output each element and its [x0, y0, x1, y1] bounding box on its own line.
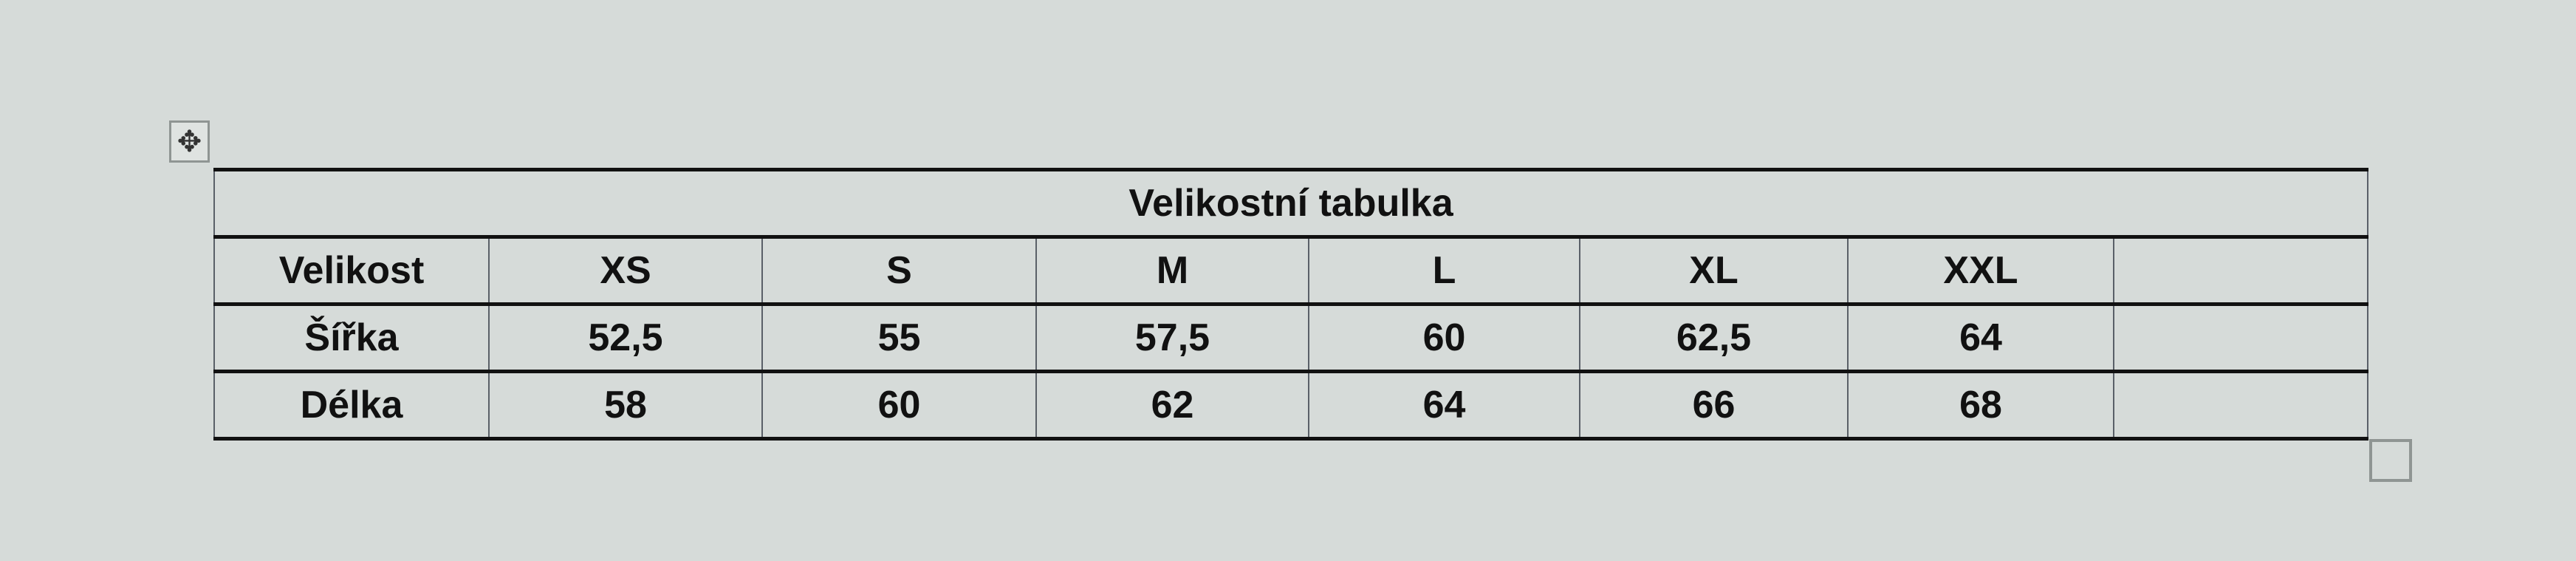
header-cell: [2113, 236, 2368, 305]
header-cell: M: [1035, 236, 1309, 305]
row-label: Délka: [213, 370, 490, 440]
header-cell: L: [1308, 236, 1580, 305]
table-title-row: Velikostní tabulka: [213, 169, 2368, 238]
cell: [2113, 303, 2368, 373]
cell: 64: [1847, 303, 2114, 373]
cell: 62,5: [1579, 303, 1849, 373]
cell: [2113, 370, 2368, 440]
table-header-row: Velikost XS S M L XL XXL: [213, 236, 2368, 305]
cell: 58: [488, 370, 763, 440]
header-cell: XXL: [1847, 236, 2114, 305]
table-row: Šířka 52,5 55 57,5 60 62,5 64: [213, 303, 2368, 373]
cell: 62: [1035, 370, 1309, 440]
cell: 60: [761, 370, 1037, 440]
header-cell: Velikost: [213, 236, 490, 305]
table-resize-handle-icon[interactable]: [2369, 439, 2412, 482]
cell: 57,5: [1035, 303, 1309, 373]
table-row: Délka 58 60 62 64 66 68: [213, 370, 2368, 440]
header-cell: XS: [488, 236, 763, 305]
cell: 64: [1308, 370, 1580, 440]
row-label: Šířka: [213, 303, 490, 373]
cell: 66: [1579, 370, 1849, 440]
table-move-handle-icon[interactable]: ✥: [169, 120, 210, 163]
cell: 68: [1847, 370, 2114, 440]
cell: 60: [1308, 303, 1580, 373]
header-cell: XL: [1579, 236, 1849, 305]
cell: 52,5: [488, 303, 763, 373]
header-cell: S: [761, 236, 1037, 305]
size-table: Velikostní tabulka Velikost XS S M L XL …: [213, 168, 2368, 441]
table-title: Velikostní tabulka: [213, 169, 2368, 238]
cell: 55: [761, 303, 1037, 373]
